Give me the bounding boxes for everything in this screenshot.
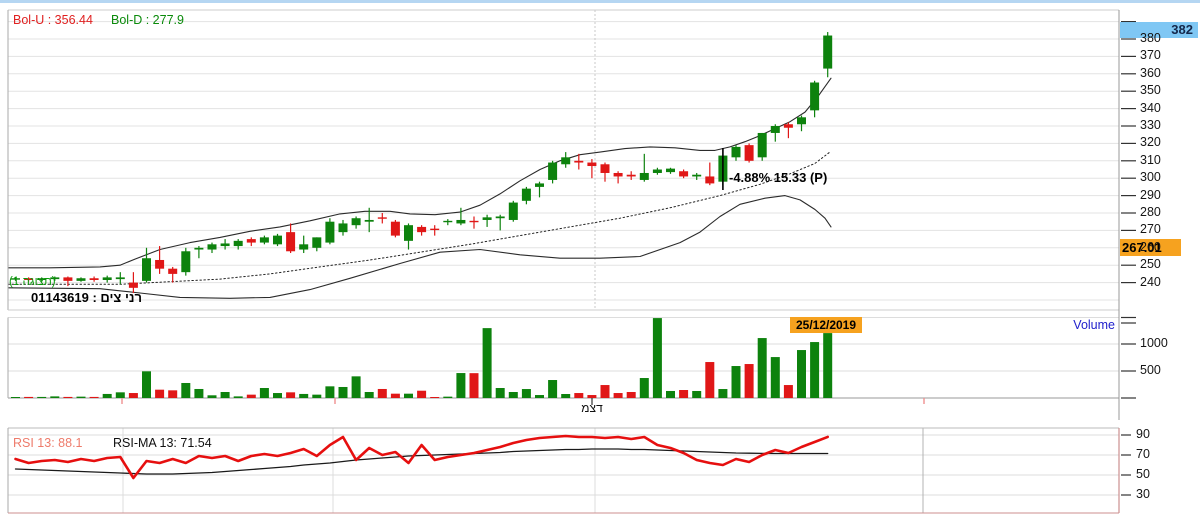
price-tick-270: 270 xyxy=(1140,222,1161,237)
security-name-id: רני צים : 01143619 xyxy=(31,290,142,305)
rsi-tick-90: 90 xyxy=(1136,427,1150,441)
volume-tick-500: 500 xyxy=(1140,363,1161,377)
rsi-ma-value-label: RSI-MA 13: 71.54 xyxy=(113,436,212,450)
price-tick-310: 310 xyxy=(1140,152,1161,167)
price-tick-320: 320 xyxy=(1140,135,1161,150)
rsi-tick-50: 50 xyxy=(1136,467,1150,481)
price-tick-250: 250 xyxy=(1140,257,1161,272)
bollinger-upper-value: Bol-U : 356.44 xyxy=(13,13,93,27)
window-top-edge xyxy=(0,0,1200,3)
price-tick-340: 340 xyxy=(1140,100,1161,115)
crosshair-date-badge: 25/12/2019 xyxy=(790,317,862,333)
price-tick-360: 360 xyxy=(1140,65,1161,80)
display-tag: (תצוגה 1) xyxy=(9,276,56,288)
price-tick-240: 240 xyxy=(1140,274,1161,289)
price-tick-260: 260 xyxy=(1140,239,1161,254)
volume-tick-1000: 1000 xyxy=(1140,336,1168,350)
price-tick-290: 290 xyxy=(1140,187,1161,202)
price-tick-380: 380 xyxy=(1140,31,1161,45)
crosshair-price-badge: 267.01 xyxy=(1120,239,1181,256)
last-price-badge: 382 xyxy=(1120,22,1198,38)
price-tick-370: 370 xyxy=(1140,48,1161,63)
rsi-tick-30: 30 xyxy=(1136,487,1150,501)
rsi-value-label: RSI 13: 88.1 xyxy=(13,436,83,450)
bollinger-lower-value: Bol-D : 277.9 xyxy=(111,13,184,27)
rsi-tick-70: 70 xyxy=(1136,447,1150,461)
price-tick-280: 280 xyxy=(1140,205,1161,219)
price-tick-300: 300 xyxy=(1140,170,1161,185)
price-tick-350: 350 xyxy=(1140,83,1161,98)
price-tick-330: 330 xyxy=(1140,118,1161,132)
month-label: דצמ xyxy=(581,401,603,415)
change-annotation: -4.88% 15.33 (P) xyxy=(729,170,828,185)
volume-panel-title: Volume xyxy=(1073,318,1115,332)
